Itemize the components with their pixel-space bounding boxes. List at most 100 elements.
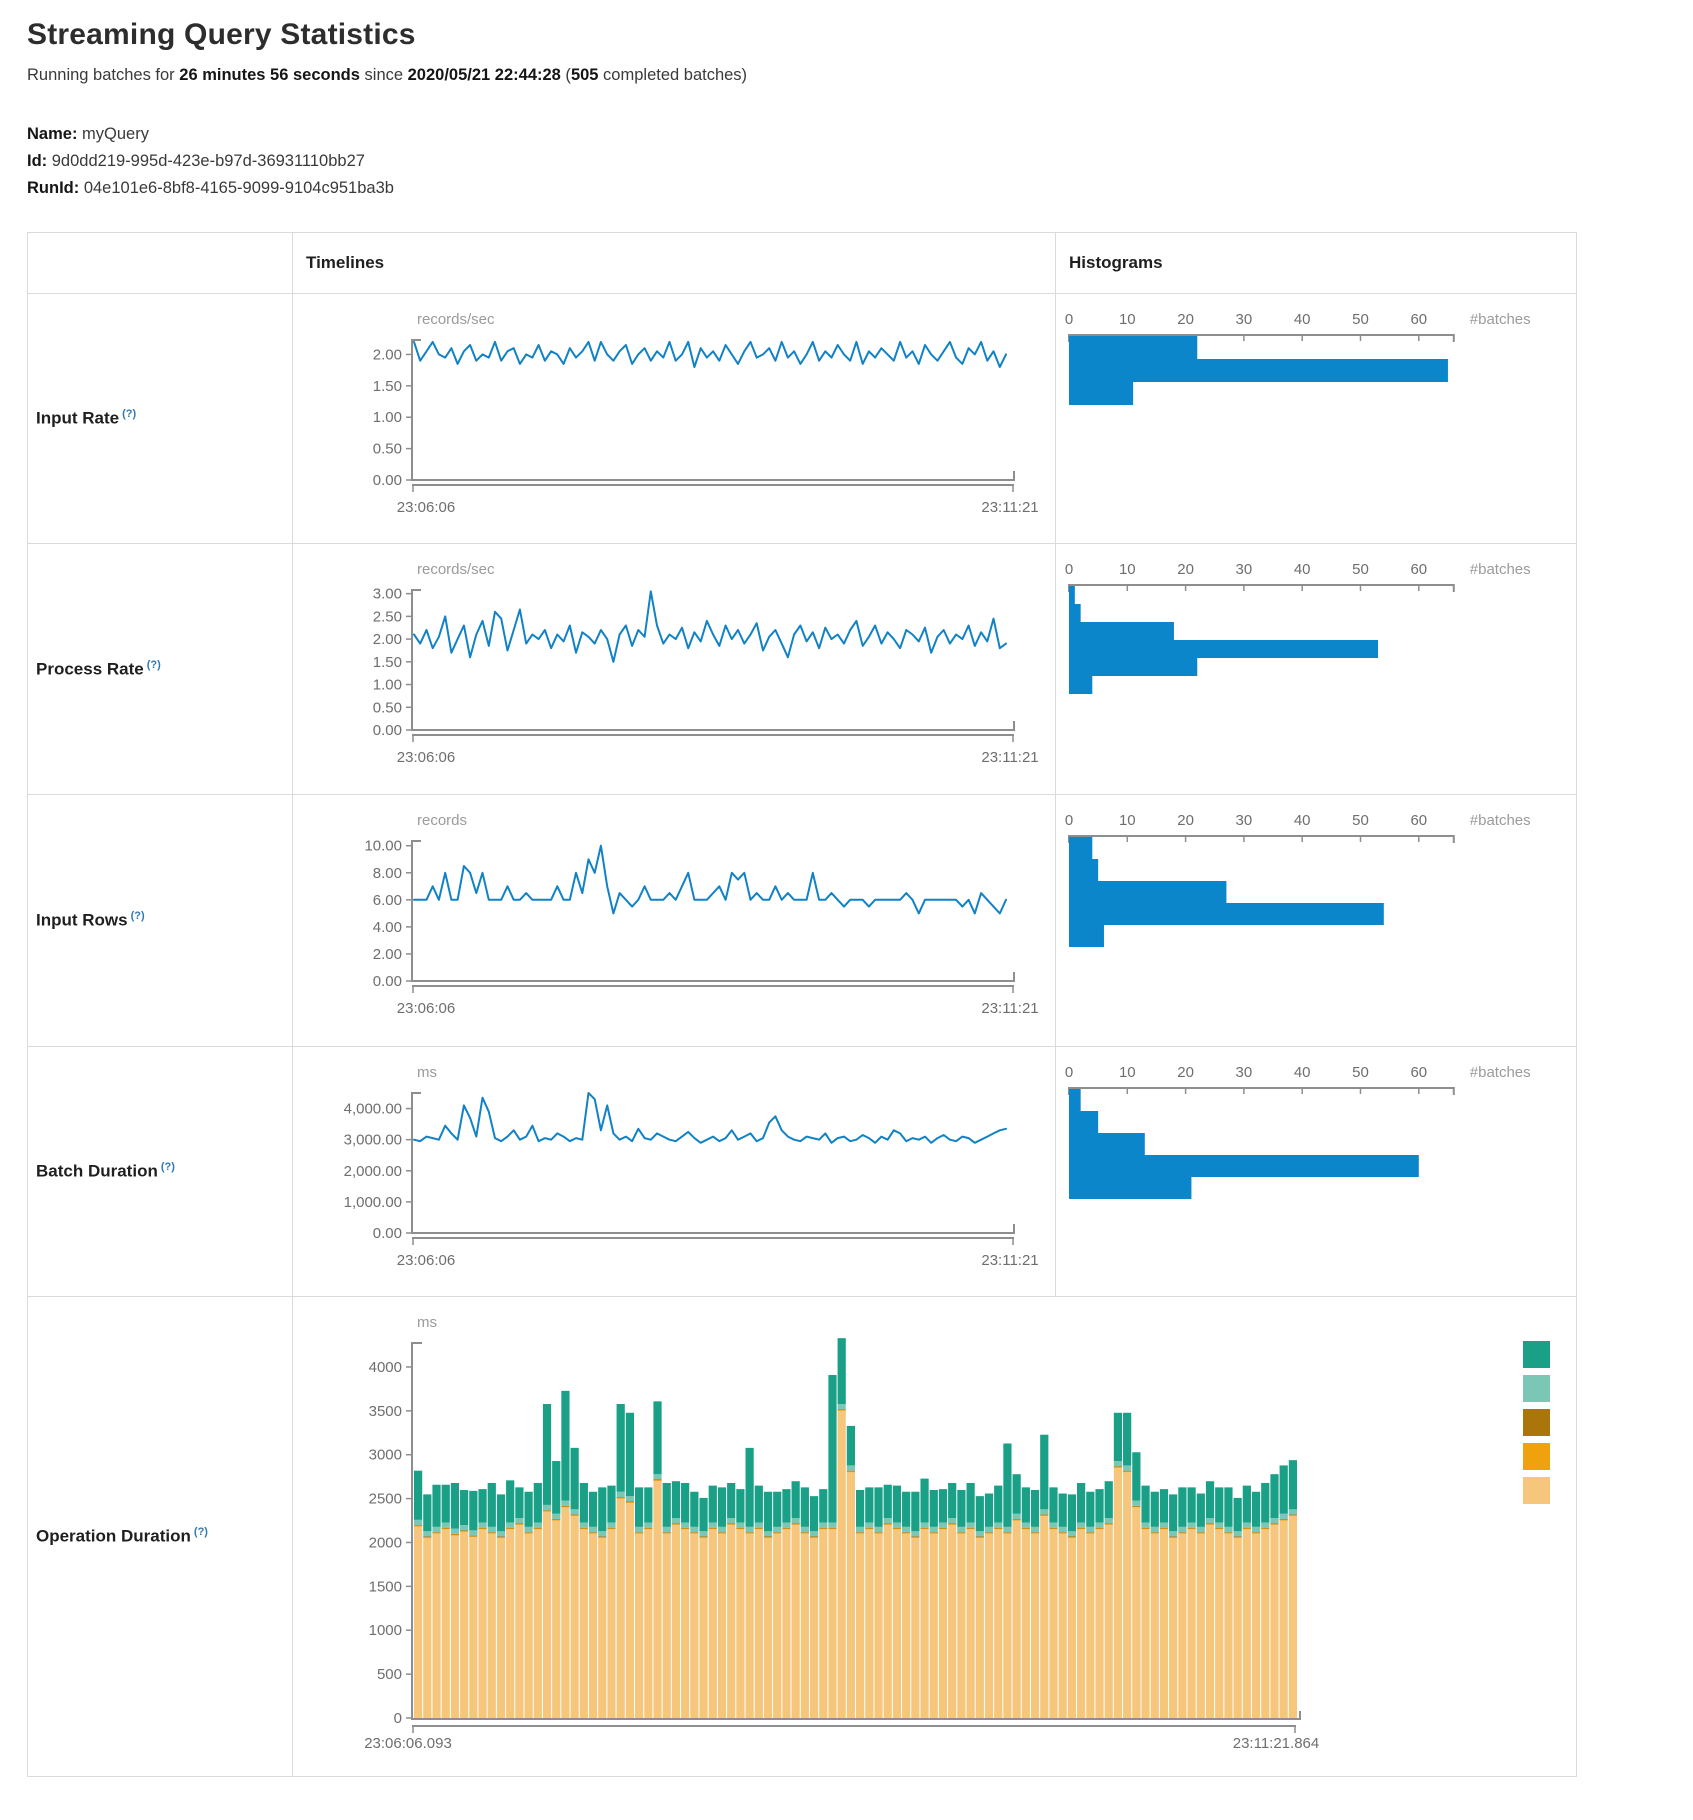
corner-cell — [27, 232, 293, 294]
start-timestamp: 2020/05/21 22:44:28 — [407, 66, 561, 84]
svg-text:30: 30 — [1236, 1064, 1253, 1081]
svg-text:10: 10 — [1119, 1064, 1136, 1081]
svg-text:23:06:06: 23:06:06 — [397, 1000, 455, 1017]
batch-duration-label-cell: Batch Duration (?) — [27, 1046, 293, 1297]
query-runid-value: 04e101e6-8bf8-4165-9099-9104c951ba3b — [79, 179, 394, 197]
svg-text:23:11:21: 23:11:21 — [981, 749, 1038, 766]
help-icon[interactable]: (?) — [193, 1526, 208, 1539]
svg-text:4,000.00: 4,000.00 — [344, 1101, 402, 1118]
svg-text:23:06:06.093: 23:06:06.093 — [364, 1735, 452, 1752]
legend-swatch-dark-teal[interactable] — [1523, 1341, 1550, 1368]
batch-duration-timeline-chart: ms 4,000.00 3,000.00 2,000.00 1,000.00 0.00 23… — [292, 1046, 1056, 1297]
completed-batches-count: 505 — [570, 66, 599, 84]
query-runid-line: RunId: 04e101e6-8bf8-4165-9099-9104c951b… — [27, 179, 394, 197]
svg-text:10: 10 — [1119, 561, 1136, 578]
process-rate-timeline-chart: records/sec 3.00 2.50 2.00 1.50 1.00 0.50 0.00 2… — [292, 543, 1056, 795]
svg-text:23:11:21: 23:11:21 — [981, 1252, 1038, 1269]
svg-text:8.00: 8.00 — [373, 865, 402, 882]
svg-text:10.00: 10.00 — [364, 838, 402, 855]
legend-swatch-brown[interactable] — [1523, 1409, 1550, 1436]
metric-label: Input Rate — [36, 408, 120, 428]
operation-duration-chart: ms 4000 3500 3000 2500 2000 1500 1000 500 0 23:06:… — [292, 1296, 1577, 1777]
histograms-header: Histograms — [1055, 232, 1577, 294]
svg-text:30: 30 — [1236, 311, 1253, 328]
svg-text:50: 50 — [1352, 561, 1369, 578]
svg-text:20: 20 — [1177, 1064, 1194, 1081]
query-name-line: Name: myQuery — [27, 125, 149, 143]
help-icon[interactable]: (?) — [160, 1161, 175, 1174]
svg-text:60: 60 — [1410, 812, 1427, 829]
svg-text:60: 60 — [1410, 561, 1427, 578]
running-duration: 26 minutes 56 seconds — [179, 66, 360, 84]
operation-duration-label-cell: Operation Duration (?) — [27, 1296, 293, 1777]
svg-text:ms: ms — [417, 1314, 437, 1331]
svg-text:1,000.00: 1,000.00 — [344, 1194, 402, 1211]
query-id-line: Id: 9d0dd219-995d-423e-b97d-36931110bb27 — [27, 152, 365, 170]
svg-text:40: 40 — [1294, 311, 1311, 328]
svg-text:0: 0 — [1065, 561, 1073, 578]
svg-text:3500: 3500 — [369, 1403, 402, 1420]
svg-text:ms: ms — [417, 1064, 437, 1081]
svg-text:20: 20 — [1177, 812, 1194, 829]
svg-text:0.00: 0.00 — [373, 472, 402, 489]
running-batches-summary: Running batches for 26 minutes 56 second… — [27, 66, 748, 84]
svg-text:40: 40 — [1294, 812, 1311, 829]
svg-text:1.50: 1.50 — [373, 654, 402, 671]
process-rate-label-cell: Process Rate (?) — [27, 543, 293, 795]
svg-text:2500: 2500 — [369, 1491, 402, 1508]
legend-swatch-orange[interactable] — [1523, 1443, 1550, 1470]
svg-text:#batches: #batches — [1470, 561, 1531, 578]
svg-text:50: 50 — [1352, 1064, 1369, 1081]
query-name-value: myQuery — [77, 125, 149, 143]
operation-duration-row: Operation Duration (?) ms 4000 3500 3000 2500… — [27, 1296, 1577, 1777]
svg-text:23:06:06: 23:06:06 — [397, 1252, 455, 1269]
input-rows-timeline-chart: records 10.00 8.00 6.00 4.00 2.00 0.00 23:06:06… — [292, 794, 1056, 1047]
help-icon[interactable]: (?) — [122, 408, 137, 421]
svg-text:0.50: 0.50 — [373, 699, 402, 716]
query-id-value: 9d0dd219-995d-423e-b97d-36931110bb27 — [47, 152, 365, 170]
svg-text:10: 10 — [1119, 812, 1136, 829]
svg-text:30: 30 — [1236, 561, 1253, 578]
svg-text:3000: 3000 — [369, 1447, 402, 1464]
svg-text:10: 10 — [1119, 311, 1136, 328]
svg-text:40: 40 — [1294, 561, 1311, 578]
svg-text:23:06:06: 23:06:06 — [397, 749, 455, 766]
timelines-header: Timelines — [292, 232, 1056, 294]
svg-text:20: 20 — [1177, 561, 1194, 578]
svg-text:20: 20 — [1177, 311, 1194, 328]
svg-text:1.00: 1.00 — [373, 677, 402, 694]
legend-swatch-tan[interactable] — [1523, 1477, 1550, 1504]
svg-text:50: 50 — [1352, 812, 1369, 829]
page-title: Streaming Query Statistics — [27, 18, 416, 51]
svg-text:23:11:21.864: 23:11:21.864 — [1233, 1735, 1319, 1752]
help-icon[interactable]: (?) — [146, 658, 161, 671]
svg-text:0.50: 0.50 — [373, 441, 402, 458]
input-rate-histogram-chart: 0 10 20 30 40 50 60 #batches — [1055, 293, 1577, 544]
svg-text:records: records — [417, 812, 467, 829]
svg-text:#batches: #batches — [1470, 311, 1531, 328]
svg-text:0: 0 — [1065, 311, 1073, 328]
legend-swatch-light-teal[interactable] — [1523, 1375, 1550, 1402]
svg-text:4000: 4000 — [369, 1359, 402, 1376]
svg-text:2.50: 2.50 — [373, 608, 402, 625]
process-rate-histogram-chart: 0 10 20 30 40 50 60 #batches — [1055, 543, 1577, 795]
svg-text:0.00: 0.00 — [373, 1225, 402, 1242]
metric-label: Operation Duration — [36, 1526, 191, 1546]
metric-label: Batch Duration — [36, 1161, 158, 1181]
svg-text:1000: 1000 — [369, 1622, 402, 1639]
input-rows-label-cell: Input Rows (?) — [27, 794, 293, 1047]
batch-duration-histogram-chart: 0 10 20 30 40 50 60 #batches — [1055, 1046, 1577, 1297]
input-rate-row: Input Rate (?) records/sec 2.00 1.50 1.00 0.5… — [27, 293, 1577, 544]
batch-duration-row: Batch Duration (?) ms 4,000.00 3,000.00 2,00… — [27, 1046, 1577, 1297]
svg-text:0: 0 — [394, 1710, 402, 1727]
svg-text:500: 500 — [377, 1666, 402, 1683]
svg-text:6.00: 6.00 — [373, 892, 402, 909]
stats-header-row: Timelines Histograms — [27, 232, 1577, 294]
svg-text:#batches: #batches — [1470, 1064, 1531, 1081]
svg-text:#batches: #batches — [1470, 812, 1531, 829]
svg-text:23:06:06: 23:06:06 — [397, 499, 455, 516]
input-rate-label-cell: Input Rate (?) — [27, 293, 293, 544]
help-icon[interactable]: (?) — [130, 910, 145, 923]
svg-text:40: 40 — [1294, 1064, 1311, 1081]
svg-text:2.00: 2.00 — [373, 346, 402, 363]
